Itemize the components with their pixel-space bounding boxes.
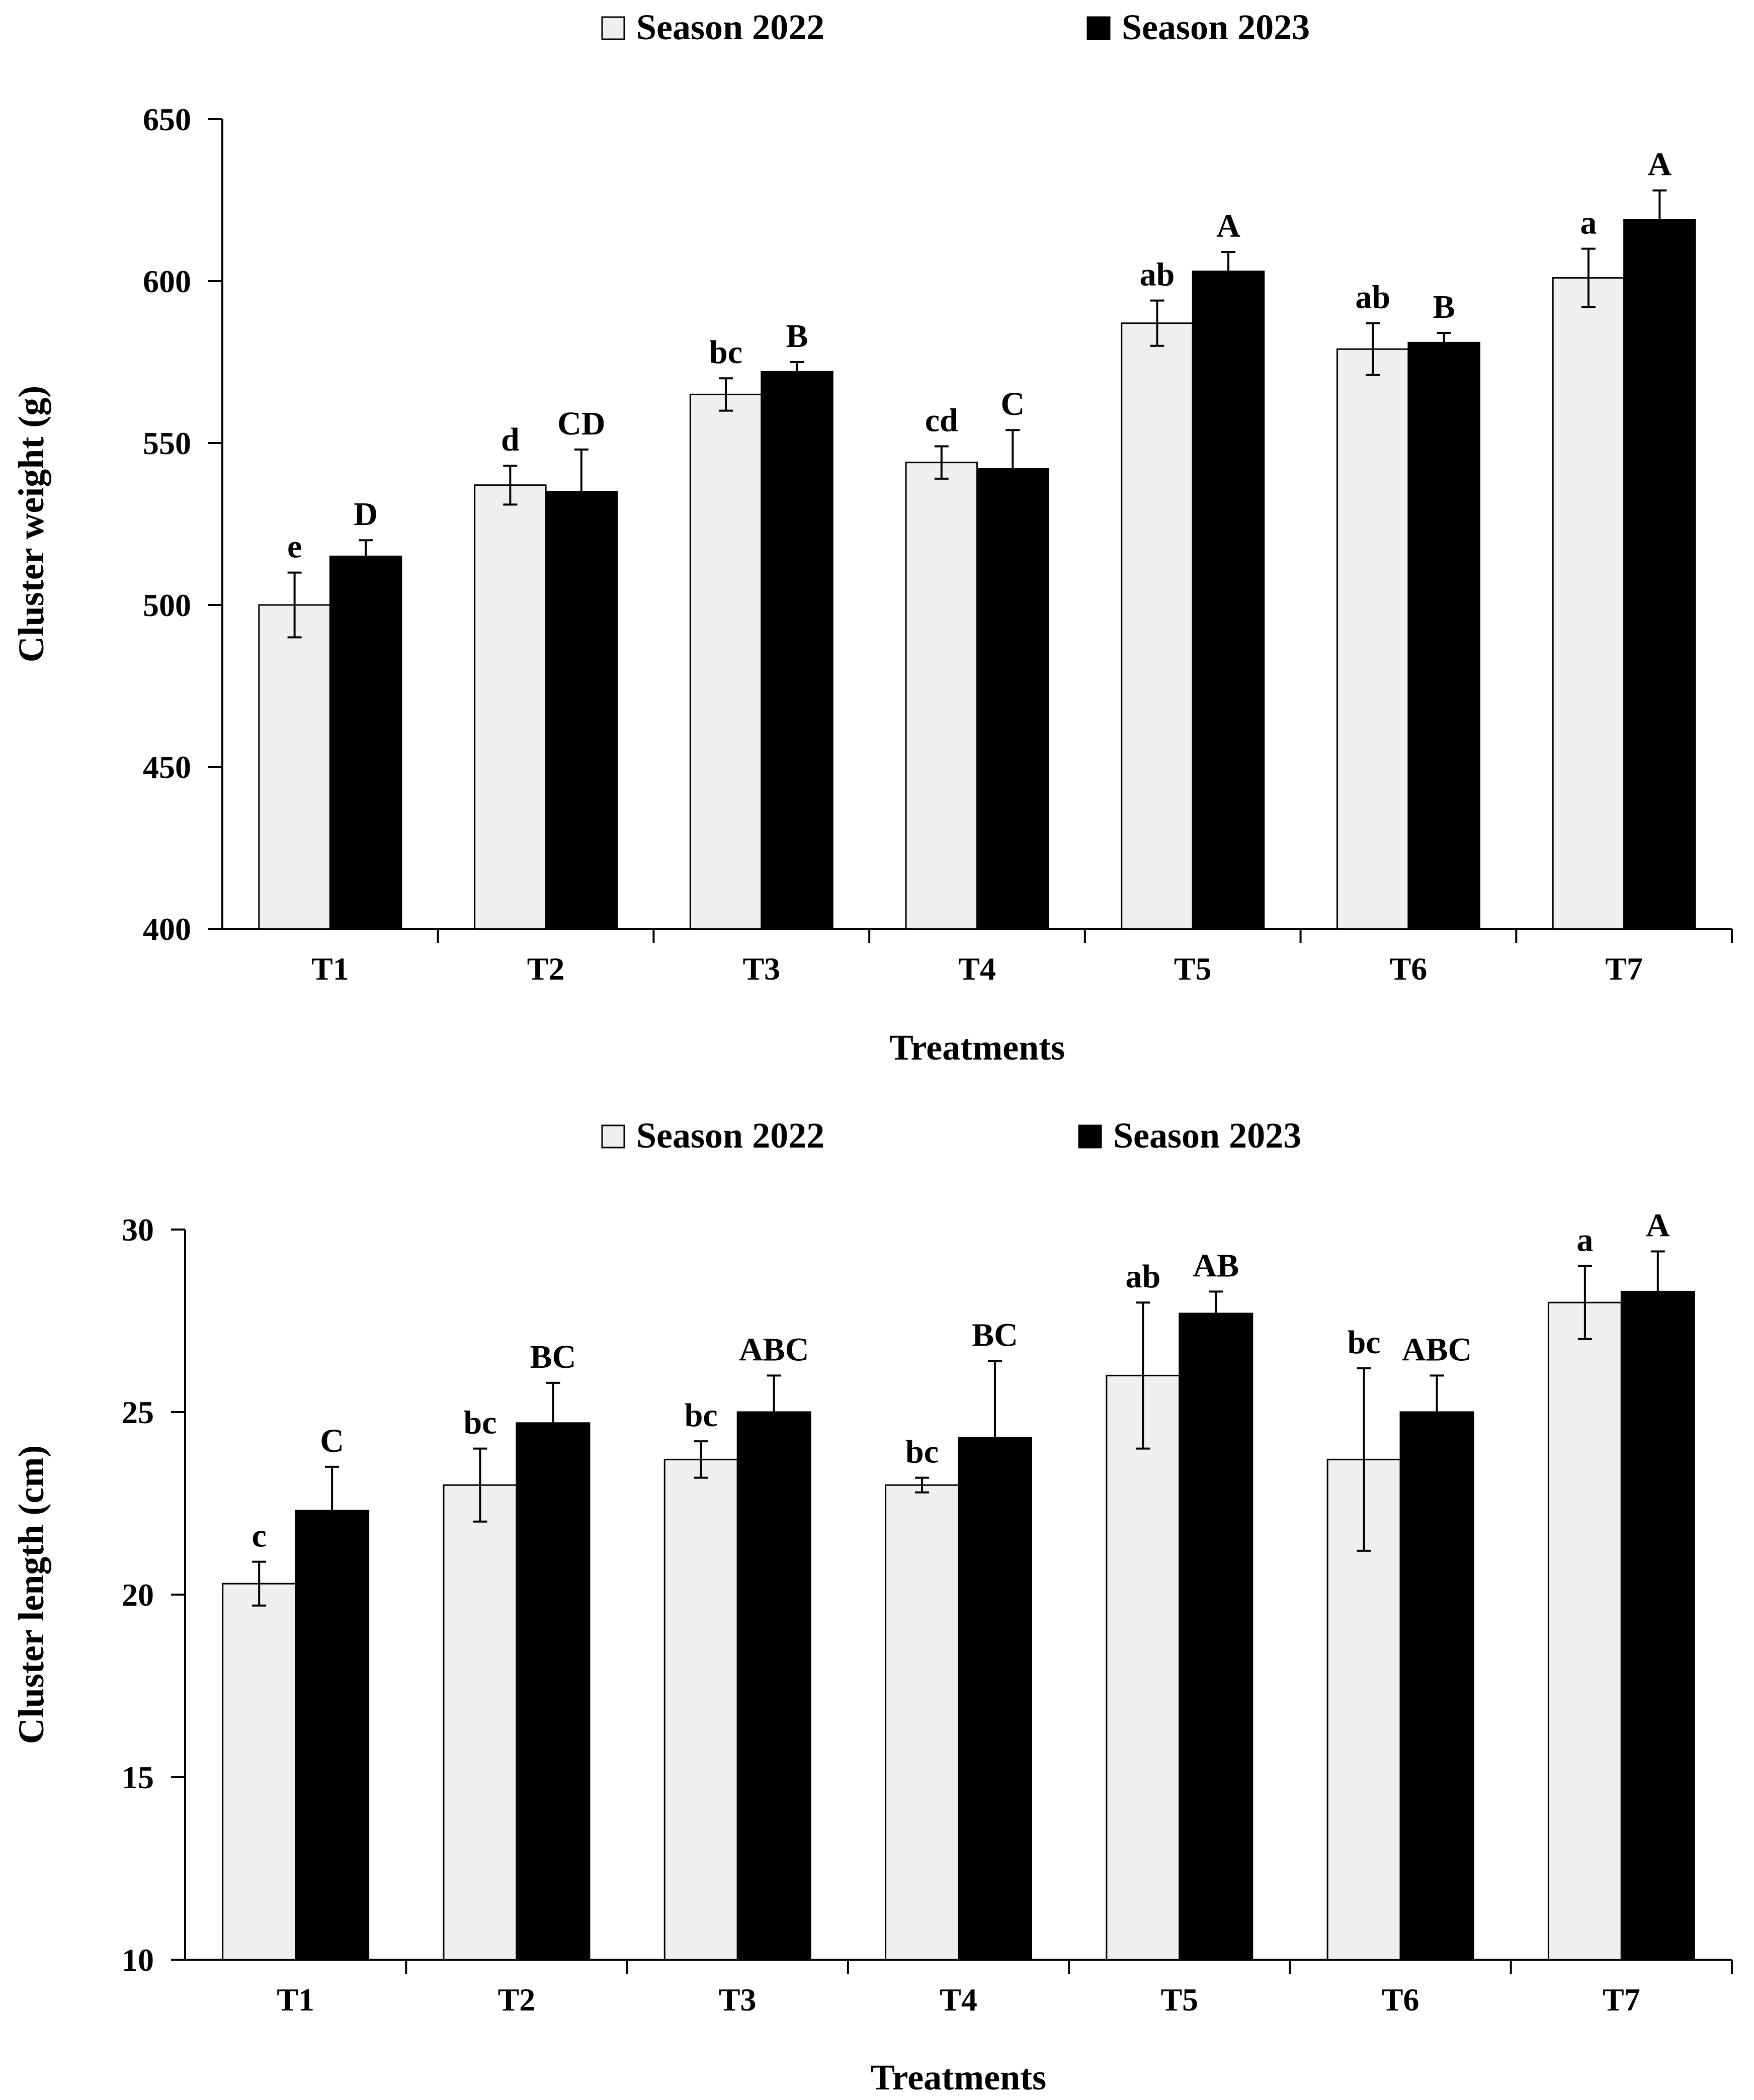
sig-letter-t4-s2: C: [1000, 386, 1025, 422]
legend-label-1: Season 2022: [636, 1115, 824, 1156]
sig-letter-t4-s1: bc: [905, 1434, 939, 1470]
y-tick-label: 500: [143, 587, 191, 623]
sig-letter-t2-s2: CD: [557, 405, 605, 442]
sig-letter-t5-s1: ab: [1125, 1258, 1160, 1295]
y-axis-label: Cluster length (cm): [11, 1445, 51, 1744]
bar-t4-s2: [958, 1437, 1032, 1961]
y-tick-label: 20: [122, 1577, 154, 1613]
sig-letter-t7-s1: a: [1580, 205, 1597, 241]
bar-t7-s1: [1552, 277, 1625, 930]
x-tick-label-t5: T5: [1160, 1982, 1198, 2018]
bar-t4-s1: [905, 462, 978, 930]
y-tick-label: 15: [122, 1760, 154, 1795]
bar-t6-s1: [1336, 348, 1409, 930]
bar-t4-s1: [885, 1484, 960, 1961]
bar-t5-s1: [1106, 1374, 1181, 1961]
y-tick-label: 30: [122, 1212, 154, 1248]
bar-t1-s2: [295, 1510, 370, 1961]
sig-letter-t5-s1: ab: [1140, 256, 1175, 293]
x-axis-label: Treatments: [889, 1027, 1065, 1068]
sig-letter-t1-s2: C: [320, 1423, 344, 1459]
legend-label-1: Season 2022: [636, 7, 824, 47]
sig-letter-t7-s2: A: [1648, 146, 1672, 183]
bar-t2-s1: [443, 1484, 518, 1961]
sig-letter-t5-s2: A: [1216, 208, 1240, 244]
bar-t5-s1: [1121, 322, 1194, 930]
sig-letter-t6-s2: ABC: [1402, 1331, 1472, 1368]
legend-swatch-2: [1078, 1124, 1102, 1149]
sig-letter-t3-s2: B: [786, 318, 808, 355]
bar-t5-s2: [1179, 1312, 1254, 1961]
y-tick-label: 650: [143, 102, 191, 137]
sig-letter-t6-s2: B: [1433, 289, 1455, 325]
y-tick-label: 600: [143, 264, 191, 299]
bar-t1-s2: [329, 555, 402, 930]
bar-t4-s2: [976, 468, 1049, 930]
sig-letter-t6-s1: bc: [1348, 1324, 1381, 1361]
sig-letter-t2-s1: bc: [463, 1405, 496, 1441]
x-tick-label-t4: T4: [958, 951, 996, 987]
sig-letter-t2-s2: BC: [530, 1339, 576, 1375]
bar-t7-s2: [1620, 1290, 1695, 1961]
sig-letter-t1-s1: e: [287, 529, 302, 565]
chart-1: Season 2022 Season 2023 400 450 500 550 600 650…: [11, 7, 1733, 1068]
bar-t3-s1: [663, 1458, 738, 1961]
sig-letter-t3-s2: ABC: [739, 1331, 809, 1368]
sig-letter-t5-s2: AB: [1193, 1247, 1239, 1284]
sig-letter-t4-s2: BC: [972, 1317, 1018, 1353]
x-tick-label-t5: T5: [1174, 951, 1212, 987]
legend-label-2: Season 2023: [1113, 1115, 1301, 1156]
legend-label-2: Season 2023: [1122, 7, 1310, 47]
x-tick-label-t1: T1: [311, 951, 349, 987]
sig-letter-t2-s1: d: [501, 421, 520, 458]
x-tick-label-t7: T7: [1603, 1982, 1640, 2018]
bar-t2-s2: [516, 1422, 591, 1961]
sig-letter-t7-s2: A: [1646, 1207, 1670, 1244]
x-tick-label-t3: T3: [742, 951, 780, 987]
sig-letter-t1-s2: D: [354, 496, 378, 533]
bar-t2-s2: [545, 491, 618, 930]
bar-t3-s1: [689, 393, 763, 930]
x-tick-label-t3: T3: [719, 1982, 757, 2018]
sig-letter-t6-s1: ab: [1355, 279, 1390, 316]
x-tick-label-t6: T6: [1390, 951, 1428, 987]
y-tick-label: 400: [143, 911, 191, 947]
bar-t6-s2: [1407, 341, 1480, 930]
chart-2: Season 2022 Season 2023 10 15 20 25 30 Cluster …: [11, 1115, 1733, 2097]
sig-letter-t3-s1: bc: [685, 1397, 718, 1434]
legend-swatch-2: [1087, 16, 1111, 40]
x-tick-label-t1: T1: [277, 1982, 314, 2018]
bar-t3-s2: [761, 371, 833, 930]
bar-t1-s1: [222, 1583, 297, 1961]
y-tick-label: 550: [143, 425, 191, 461]
x-tick-label-t2: T2: [498, 1982, 536, 2018]
bar-t7-s1: [1547, 1301, 1622, 1961]
y-tick-label: 10: [122, 1942, 154, 1978]
bar-t1-s1: [258, 604, 331, 930]
x-tick-label-t2: T2: [527, 951, 565, 987]
x-axis-label: Treatments: [871, 2057, 1046, 2097]
x-tick-label-t6: T6: [1382, 1982, 1419, 2018]
bar-t6-s2: [1399, 1411, 1474, 1961]
y-axis-label: Cluster weight (g): [11, 386, 51, 663]
bar-t3-s2: [736, 1411, 811, 1961]
y-tick-label: 450: [143, 749, 191, 785]
x-tick-label-t4: T4: [940, 1982, 977, 2018]
legend-swatch-1: [601, 16, 625, 40]
sig-letter-t4-s1: cd: [925, 402, 958, 439]
sig-letter-t3-s1: bc: [709, 334, 742, 371]
legend-swatch-1: [601, 1124, 625, 1149]
bar-t2-s1: [474, 484, 547, 930]
sig-letter-t1-s1: c: [252, 1518, 267, 1554]
y-tick-label: 25: [122, 1394, 154, 1430]
sig-letter-t7-s1: a: [1576, 1222, 1593, 1259]
bar-t5-s2: [1192, 271, 1265, 930]
x-tick-label-t7: T7: [1605, 951, 1643, 987]
bar-t7-s2: [1623, 219, 1696, 930]
